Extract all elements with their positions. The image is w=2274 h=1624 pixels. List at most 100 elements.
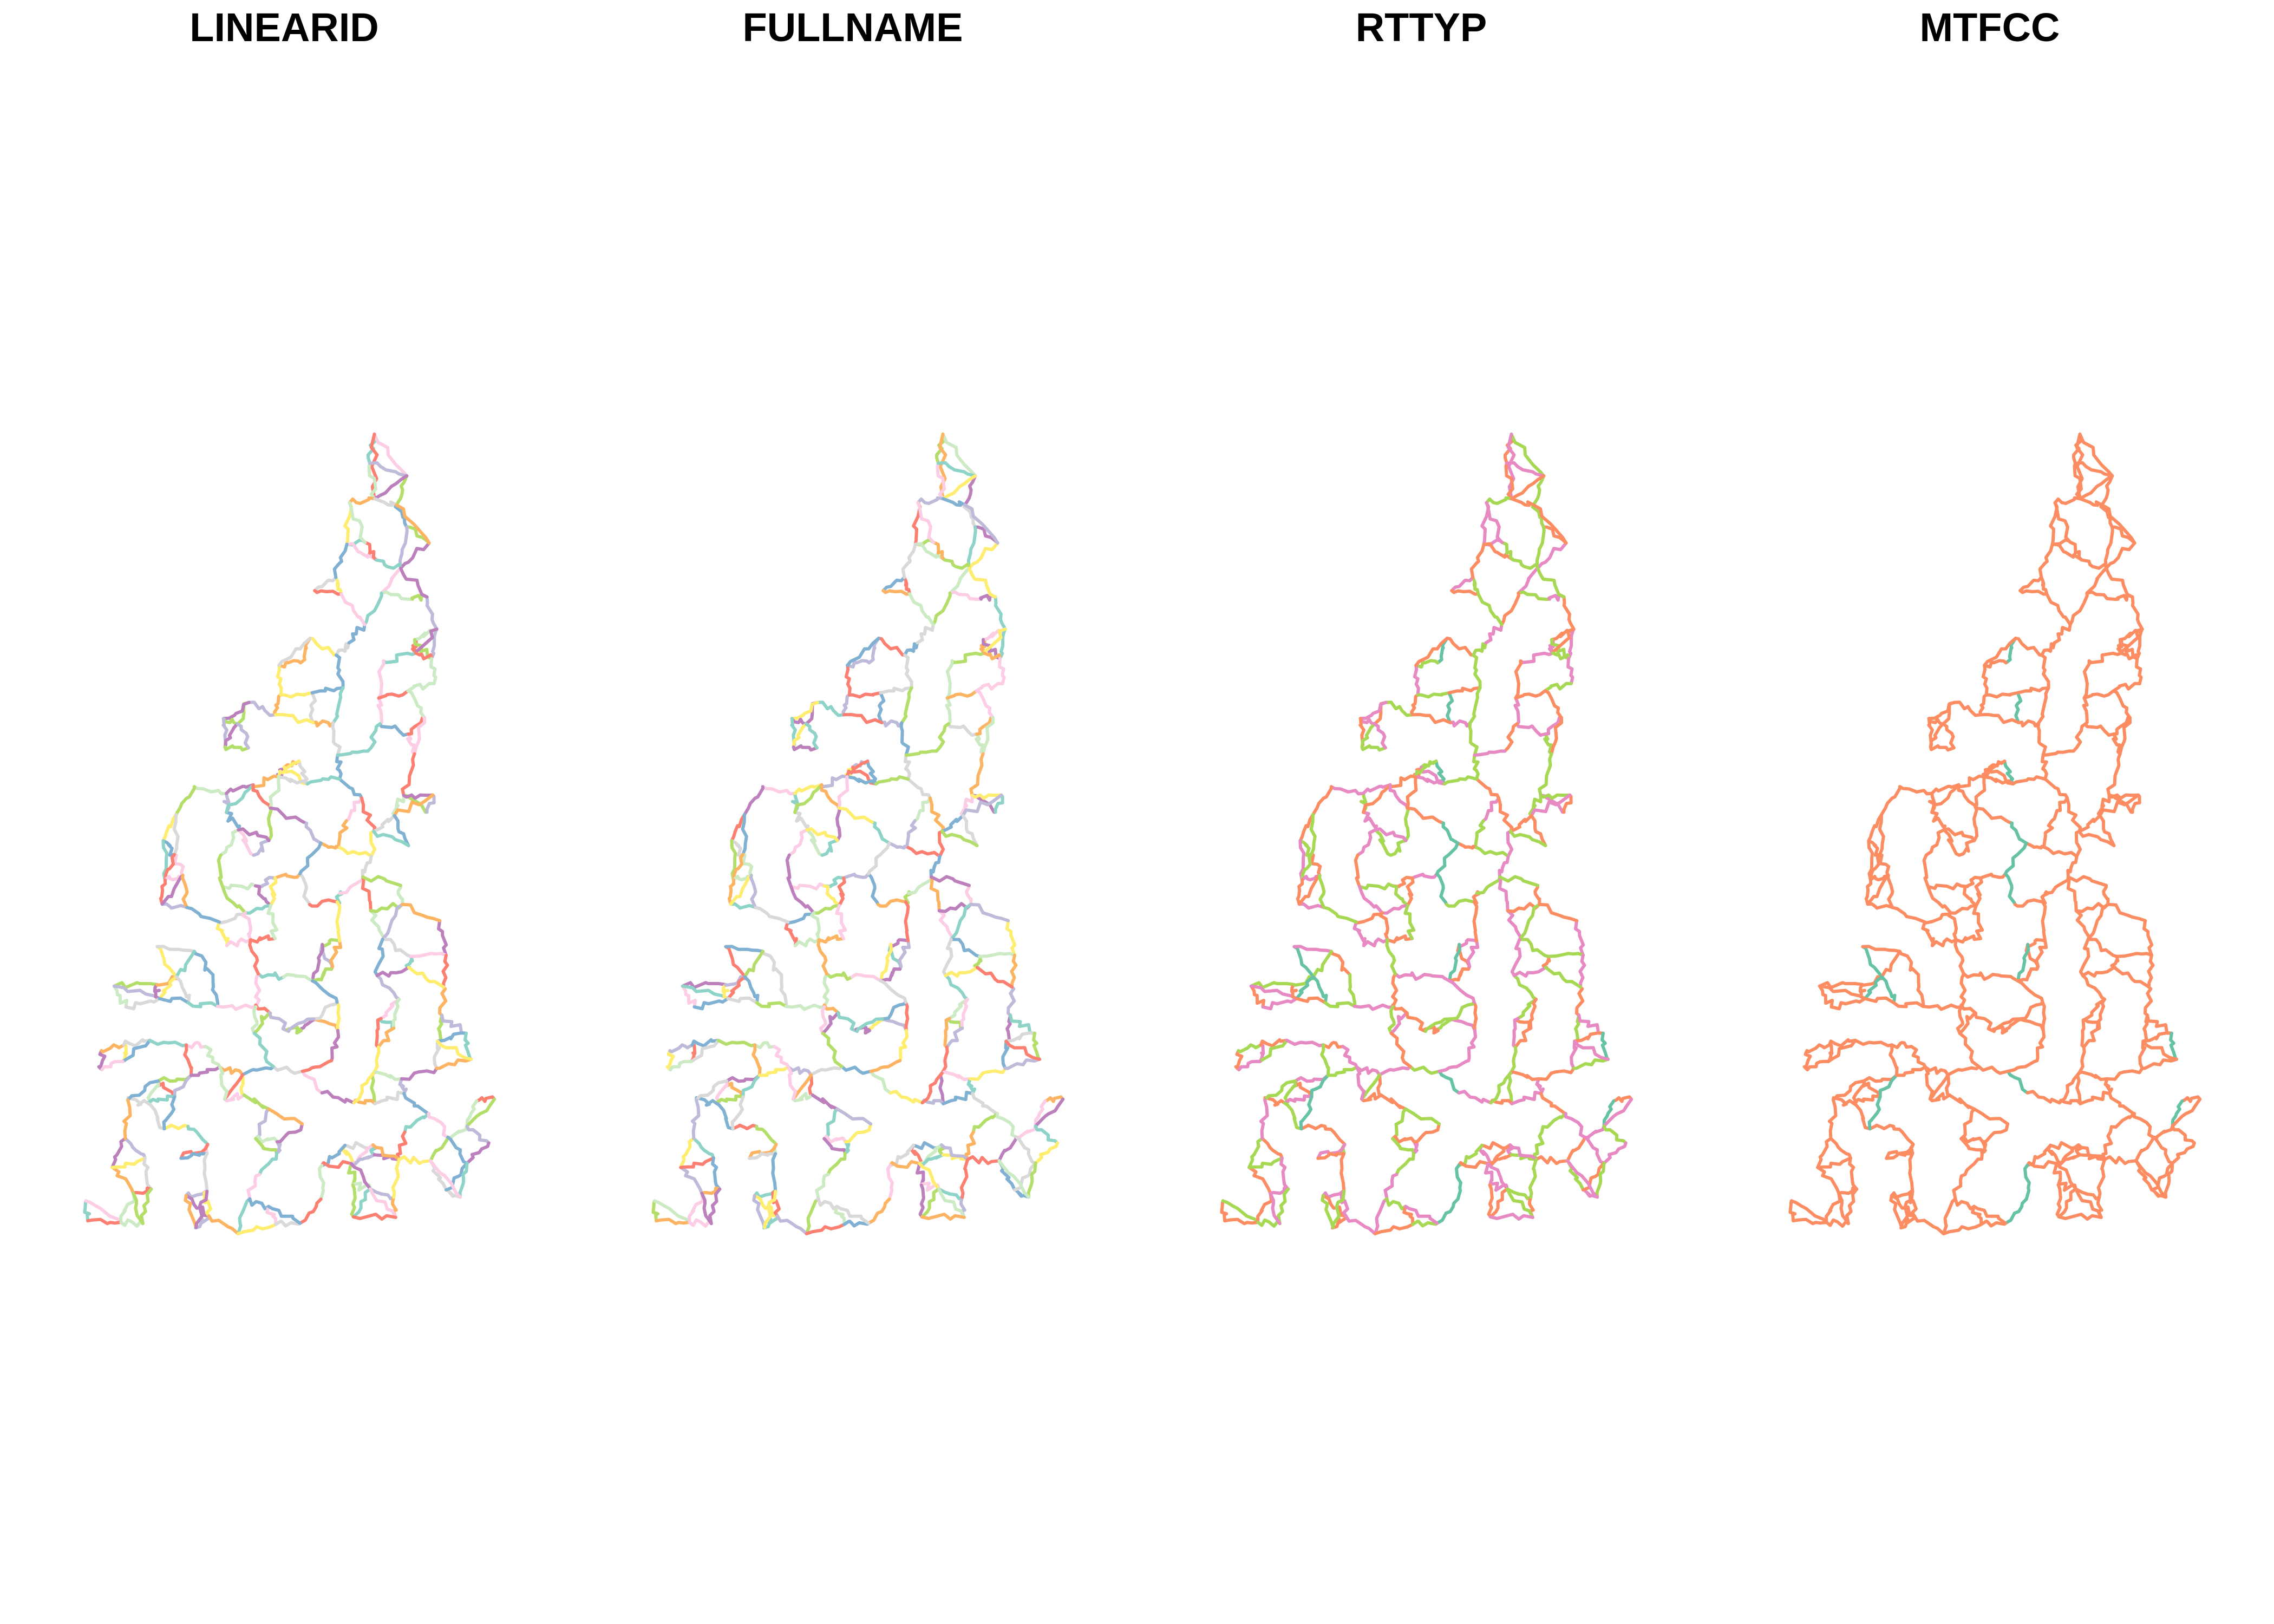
road-network-map (1220, 433, 1633, 1236)
road-segment (844, 664, 852, 697)
road-segment (937, 909, 954, 941)
road-segment (1924, 828, 1946, 857)
road-segment (1885, 1143, 1915, 1160)
road-segment (236, 1222, 278, 1236)
road-segment (273, 713, 315, 724)
road-segment (269, 876, 278, 907)
road-segment (371, 1143, 401, 1161)
road-segment (1032, 1031, 1042, 1061)
road-segment (966, 1155, 1001, 1165)
road-segment (763, 1189, 777, 1229)
road-segment (1958, 1032, 1981, 1068)
road-segment (244, 903, 272, 915)
road-segment (282, 973, 315, 983)
road-segment (204, 1045, 221, 1069)
road-segment (363, 591, 383, 626)
road-segment (393, 793, 435, 817)
road-segment (971, 1112, 999, 1134)
road-segment (2100, 503, 2136, 545)
road-segment (937, 1187, 966, 1219)
road-segment (119, 1191, 136, 1224)
road-segment (1437, 1059, 1471, 1073)
road-segment (225, 937, 252, 948)
road-segment (2025, 1090, 2061, 1105)
road-segment (789, 882, 826, 890)
road-segment (2141, 1039, 2179, 1061)
road-segment (1475, 777, 1500, 800)
road-segment (998, 627, 1007, 660)
road-segment (110, 1137, 127, 1169)
road-segment (1789, 1199, 1828, 1224)
road-segment (1413, 1122, 1441, 1144)
road-segment (730, 813, 746, 843)
road-segment (822, 972, 830, 1009)
road-segment (350, 1183, 357, 1219)
road-segment (1863, 975, 1884, 1000)
road-segment (727, 878, 736, 906)
road-segment (1505, 461, 1546, 478)
road-segment (1514, 689, 1547, 700)
road-segment (84, 1199, 123, 1224)
road-segment (174, 975, 191, 1005)
road-segment (160, 902, 189, 910)
road-segment (975, 689, 995, 719)
road-segment (916, 623, 935, 645)
road-segment (351, 1187, 373, 1219)
road-segment (2103, 525, 2114, 570)
road-segment (1510, 474, 1546, 501)
road-segment (1005, 919, 1017, 957)
road-segment (174, 949, 196, 979)
road-segment (1921, 1003, 1963, 1011)
road-segment (2003, 759, 2015, 786)
road-segment (942, 938, 953, 978)
road-segment (335, 754, 343, 781)
road-segment (714, 1094, 745, 1105)
road-segment (1435, 841, 1460, 876)
road-segment (1015, 1135, 1037, 1165)
road-segment (1981, 1122, 2010, 1144)
road-segment (1450, 589, 1480, 596)
road-segment (2112, 732, 2122, 756)
road-segment (790, 700, 819, 721)
road-segment (186, 1001, 219, 1009)
road-segment (821, 1011, 840, 1035)
road-segment (1894, 1065, 1927, 1077)
road-segment (1449, 1000, 1476, 1021)
road-segment (427, 1112, 450, 1139)
road-segment (252, 1032, 275, 1068)
road-segment (2004, 872, 2017, 906)
road-segment (1515, 722, 1547, 737)
road-segment (375, 558, 403, 570)
road-segment (1538, 752, 1553, 797)
road-segment (966, 525, 977, 570)
road-segment (2106, 1066, 2144, 1081)
road-segment (1829, 997, 1867, 1011)
road-segment (371, 1070, 403, 1082)
road-segment (2112, 966, 2151, 989)
road-segment (361, 854, 373, 879)
road-segment (1602, 1097, 1633, 1128)
road-segment (172, 813, 180, 856)
road-segment (86, 1217, 123, 1226)
road-segment (822, 1003, 841, 1015)
road-segment (1519, 651, 1554, 664)
road-segment (773, 1045, 790, 1069)
road-segment (1818, 984, 1834, 1009)
road-segment (695, 1079, 729, 1102)
road-segment (407, 966, 446, 989)
road-segment (1506, 1187, 1534, 1219)
road-segment (1404, 1204, 1439, 1225)
road-segment (1339, 1189, 1349, 1218)
road-segment (218, 1065, 244, 1077)
road-segment (1868, 1123, 1896, 1131)
road-segment (1027, 1161, 1037, 1199)
road-segment (1953, 938, 1966, 975)
road-segment (1536, 541, 1568, 570)
road-segment (2057, 1213, 2103, 1221)
road-segment (2106, 902, 2147, 922)
road-segment (1414, 775, 1446, 786)
road-segment (1974, 876, 1983, 907)
road-segment (1949, 903, 1978, 915)
road-segment (1513, 696, 1520, 726)
road-segment (730, 839, 737, 882)
